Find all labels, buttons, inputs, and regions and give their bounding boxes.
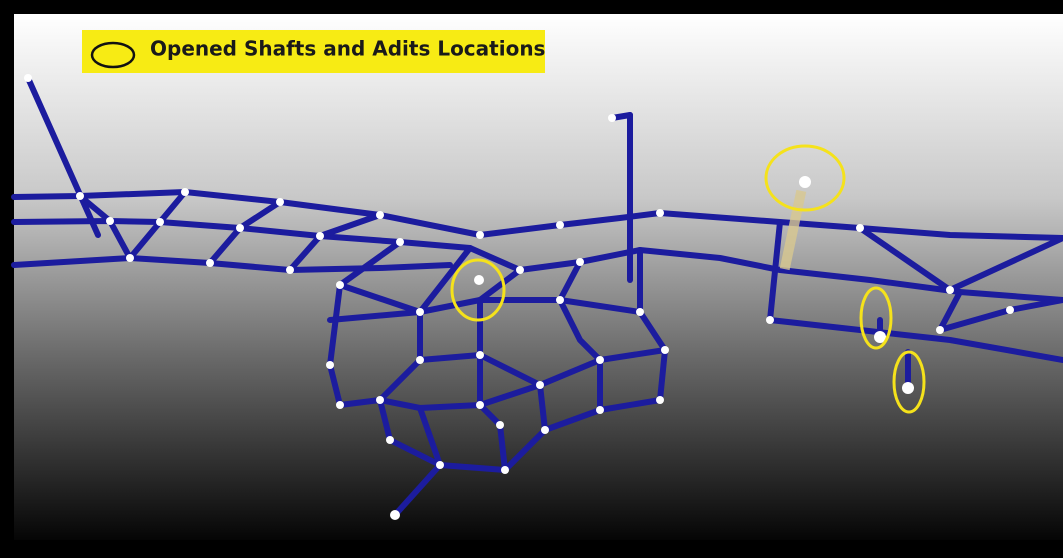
legend-label: Opened Shafts and Adits Locations xyxy=(150,37,545,61)
legend: Opened Shafts and Adits Locations xyxy=(82,30,545,73)
scene: Opened Shafts and Adits Locations xyxy=(0,0,1063,554)
viewport xyxy=(14,14,1063,540)
